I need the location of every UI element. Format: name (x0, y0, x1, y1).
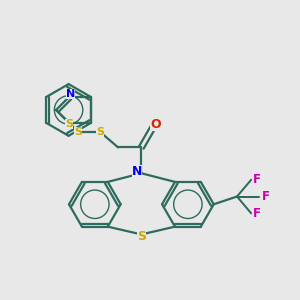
Text: F: F (252, 207, 260, 220)
Text: S: S (137, 230, 146, 244)
Text: S: S (74, 127, 82, 137)
Text: N: N (131, 166, 142, 178)
Text: O: O (150, 118, 161, 131)
Text: S: S (96, 127, 104, 137)
Text: N: N (66, 89, 75, 99)
Text: F: F (261, 190, 269, 203)
Text: F: F (252, 173, 260, 186)
Text: S: S (65, 119, 73, 129)
